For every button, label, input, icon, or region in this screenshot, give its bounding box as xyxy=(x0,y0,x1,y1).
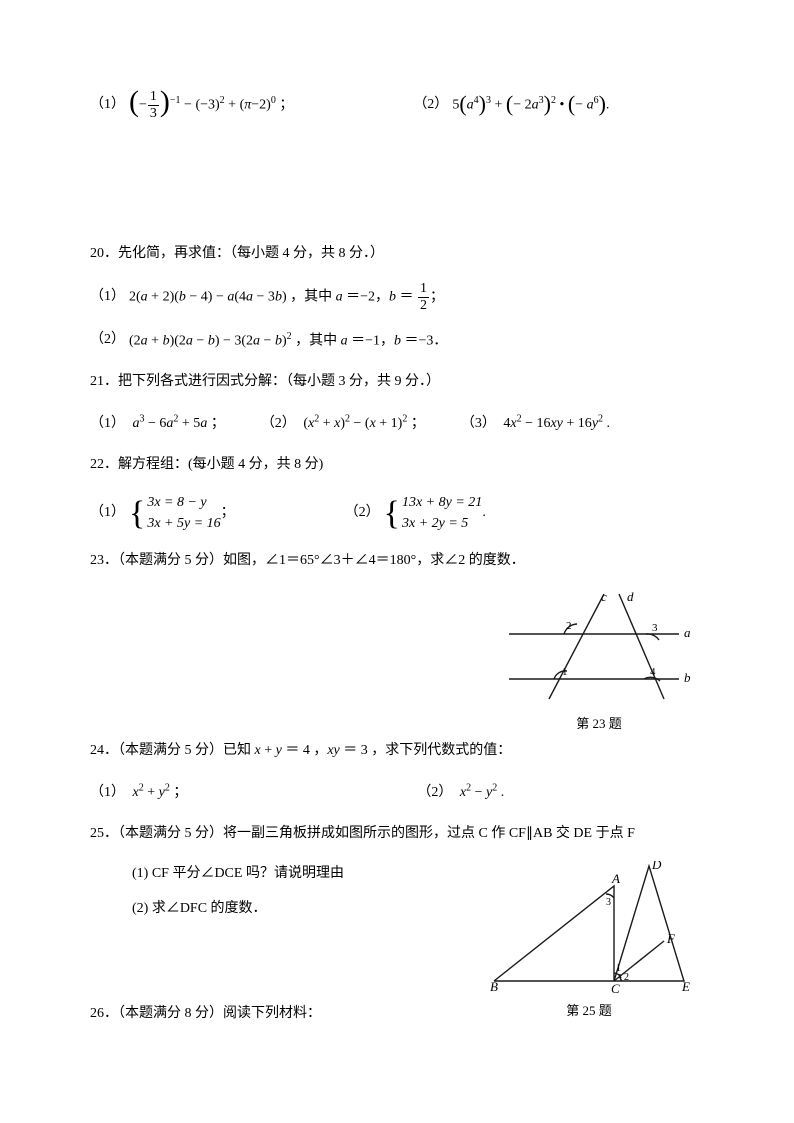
q22-p2-brace: { 13x + 8y = 21 3x + 2y = 5 xyxy=(384,492,483,534)
q25-label-3: 3 xyxy=(606,897,611,908)
q19-p2-label: （2） xyxy=(413,92,448,119)
q21-p1-math: a3 − 6a2 + 5a ； xyxy=(133,416,225,431)
q25-label-C: C xyxy=(611,981,620,996)
q20-p2-label: （2） xyxy=(90,327,125,354)
q25-body: (1) CF 平分∠DCE 吗？请说明理由 (2) 求∠DFC 的度数． B C… xyxy=(90,861,704,1019)
q23-label-b: b xyxy=(684,670,691,685)
q22-p1-eq2: 3x + 5y = 16 xyxy=(147,513,220,534)
q22-p2-eq2: 3x + 2y = 5 xyxy=(402,513,482,534)
q25-sub1: (1) CF 平分∠DCE 吗？请说明理由 xyxy=(132,861,484,888)
q20-p1-math: 2(a + 2)(b − 4) − a(4a − 3b) ，其中 a ＝−2，b… xyxy=(129,282,444,313)
q25-label-E: E xyxy=(681,979,690,994)
q24-p1-label: （1） xyxy=(90,785,125,800)
q23-figure-wrap: c d a b 2 3 1 4 第 23 题 xyxy=(90,589,704,732)
q24-p2: （2） x2 − y2 . xyxy=(417,778,504,806)
q22-p2-suffix: . xyxy=(482,500,486,527)
q21-p3: （3） 4x2 − 16xy + 16y2 . xyxy=(461,409,610,437)
work-space xyxy=(90,121,704,241)
q23-label-1: 1 xyxy=(562,666,568,678)
brace-icon: { xyxy=(129,500,145,527)
q21-heading: 21．把下列各式进行因式分解：（每小题 3 分，共 9 分．） xyxy=(90,369,704,396)
q25-label-D: D xyxy=(651,861,662,872)
q23-label-a: a xyxy=(684,625,691,640)
q22-parts: （1） { 3x = 8 − y 3x + 5y = 16 ； （2） { 13… xyxy=(90,492,704,534)
q25-subs: (1) CF 平分∠DCE 吗？请说明理由 (2) 求∠DFC 的度数． xyxy=(90,861,484,930)
q20-p2-math: (2a + b)(2a − b) − 3(2a − b)2 ，其中 a ＝−1，… xyxy=(129,327,447,355)
q24-heading: 24．（本题满分 5 分）已知 x + y ＝ 4 ，xy ＝ 3 ，求下列代数… xyxy=(90,738,704,765)
q25-sub2: (2) 求∠DFC 的度数． xyxy=(132,896,484,923)
q19-p1-math: (−13)−1 − (−3)2 + (π−2)0 ； xyxy=(129,90,293,121)
q23-label-4: 4 xyxy=(650,666,656,678)
q19-row: （1） (−13)−1 − (−3)2 + (π−2)0 ； （2） 5(a4)… xyxy=(90,90,704,121)
q23-label-d: d xyxy=(627,589,634,604)
q22-heading: 22．解方程组：(每小题 4 分，共 8 分) xyxy=(90,452,704,479)
q25-diagram: B C E A D F 3 1 2 xyxy=(484,861,694,996)
exam-page: （1） (−13)−1 − (−3)2 + (π−2)0 ； （2） 5(a4)… xyxy=(0,0,794,1082)
q22-p1-label: （1） xyxy=(90,500,125,527)
q20-p2: （2） (2a + b)(2a − b) − 3(2a − b)2 ，其中 a … xyxy=(90,327,704,355)
q25-label-B: B xyxy=(490,979,498,994)
q25-caption: 第 25 题 xyxy=(566,1000,612,1019)
q22-p2-eq1: 13x + 8y = 21 xyxy=(402,492,482,513)
q22-p2: （2） { 13x + 8y = 21 3x + 2y = 5 . xyxy=(345,492,486,534)
q19-p1-label: （1） xyxy=(90,92,125,119)
q23-heading: 23．（本题满分 5 分）如图，∠1＝65°∠3＋∠4＝180°，求∠2 的度数… xyxy=(90,548,704,575)
q23-label-c: c xyxy=(601,589,607,604)
q19-p2-math: 5(a4)3 + (− 2a3)2 • (− a6). xyxy=(452,91,609,119)
q22-p1-suffix: ； xyxy=(221,500,235,527)
q21-p2: （2） (x2 + x)2 − (x + 1)2 ； xyxy=(261,409,425,437)
q21-p3-label: （3） xyxy=(461,416,496,431)
q22-p1-eq1: 3x = 8 − y xyxy=(147,492,220,513)
q24-heading-text: 24．（本题满分 5 分）已知 x + y ＝ 4 ，xy ＝ 3 ，求下列代数… xyxy=(90,738,511,765)
q22-p2-label: （2） xyxy=(345,500,380,527)
q20-p1-label: （1） xyxy=(90,284,125,311)
q24-p2-math: x2 − y2 . xyxy=(460,785,504,800)
q22-p1-brace: { 3x = 8 − y 3x + 5y = 16 xyxy=(129,492,221,534)
q21-p1-label: （1） xyxy=(90,416,125,431)
q25-figure: B C E A D F 3 1 2 第 25 题 xyxy=(484,861,694,1019)
q21-parts: （1） a3 − 6a2 + 5a ； （2） (x2 + x)2 − (x +… xyxy=(90,409,704,437)
q21-p2-label: （2） xyxy=(261,416,296,431)
q25-label-F: F xyxy=(666,931,676,946)
q20-heading: 20．先化简，再求值：（每小题 4 分，共 8 分．） xyxy=(90,241,704,268)
q24-p1: （1） x2 + y2 ； xyxy=(90,778,187,806)
q23-label-2: 2 xyxy=(566,620,572,632)
q24-parts: （1） x2 + y2 ； （2） x2 − y2 . xyxy=(90,778,704,806)
q21-p3-math: 4x2 − 16xy + 16y2 . xyxy=(503,416,610,431)
q24-p2-label: （2） xyxy=(417,785,452,800)
q23-diagram: c d a b 2 3 1 4 xyxy=(504,589,694,709)
q23-caption: 第 23 题 xyxy=(576,713,622,732)
q25-label-1: 1 xyxy=(616,963,621,974)
q25-label-A: A xyxy=(611,871,620,886)
q22-p1: （1） { 3x = 8 − y 3x + 5y = 16 ； xyxy=(90,492,235,534)
q21-p1: （1） a3 − 6a2 + 5a ； xyxy=(90,409,225,437)
q20-p1: （1） 2(a + 2)(b − 4) − a(4a − 3b) ，其中 a ＝… xyxy=(90,282,704,313)
q25-label-2: 2 xyxy=(624,972,629,983)
q21-p2-math: (x2 + x)2 − (x + 1)2 ； xyxy=(303,416,425,431)
q23-label-3: 3 xyxy=(652,622,658,634)
brace-icon: { xyxy=(384,500,400,527)
q23-figure: c d a b 2 3 1 4 第 23 题 xyxy=(504,589,694,732)
q24-p1-math: x2 + y2 ； xyxy=(133,785,188,800)
q25-heading: 25．（本题满分 5 分）将一副三角板拼成如图所示的图形，过点 C 作 CF∥A… xyxy=(90,821,704,848)
